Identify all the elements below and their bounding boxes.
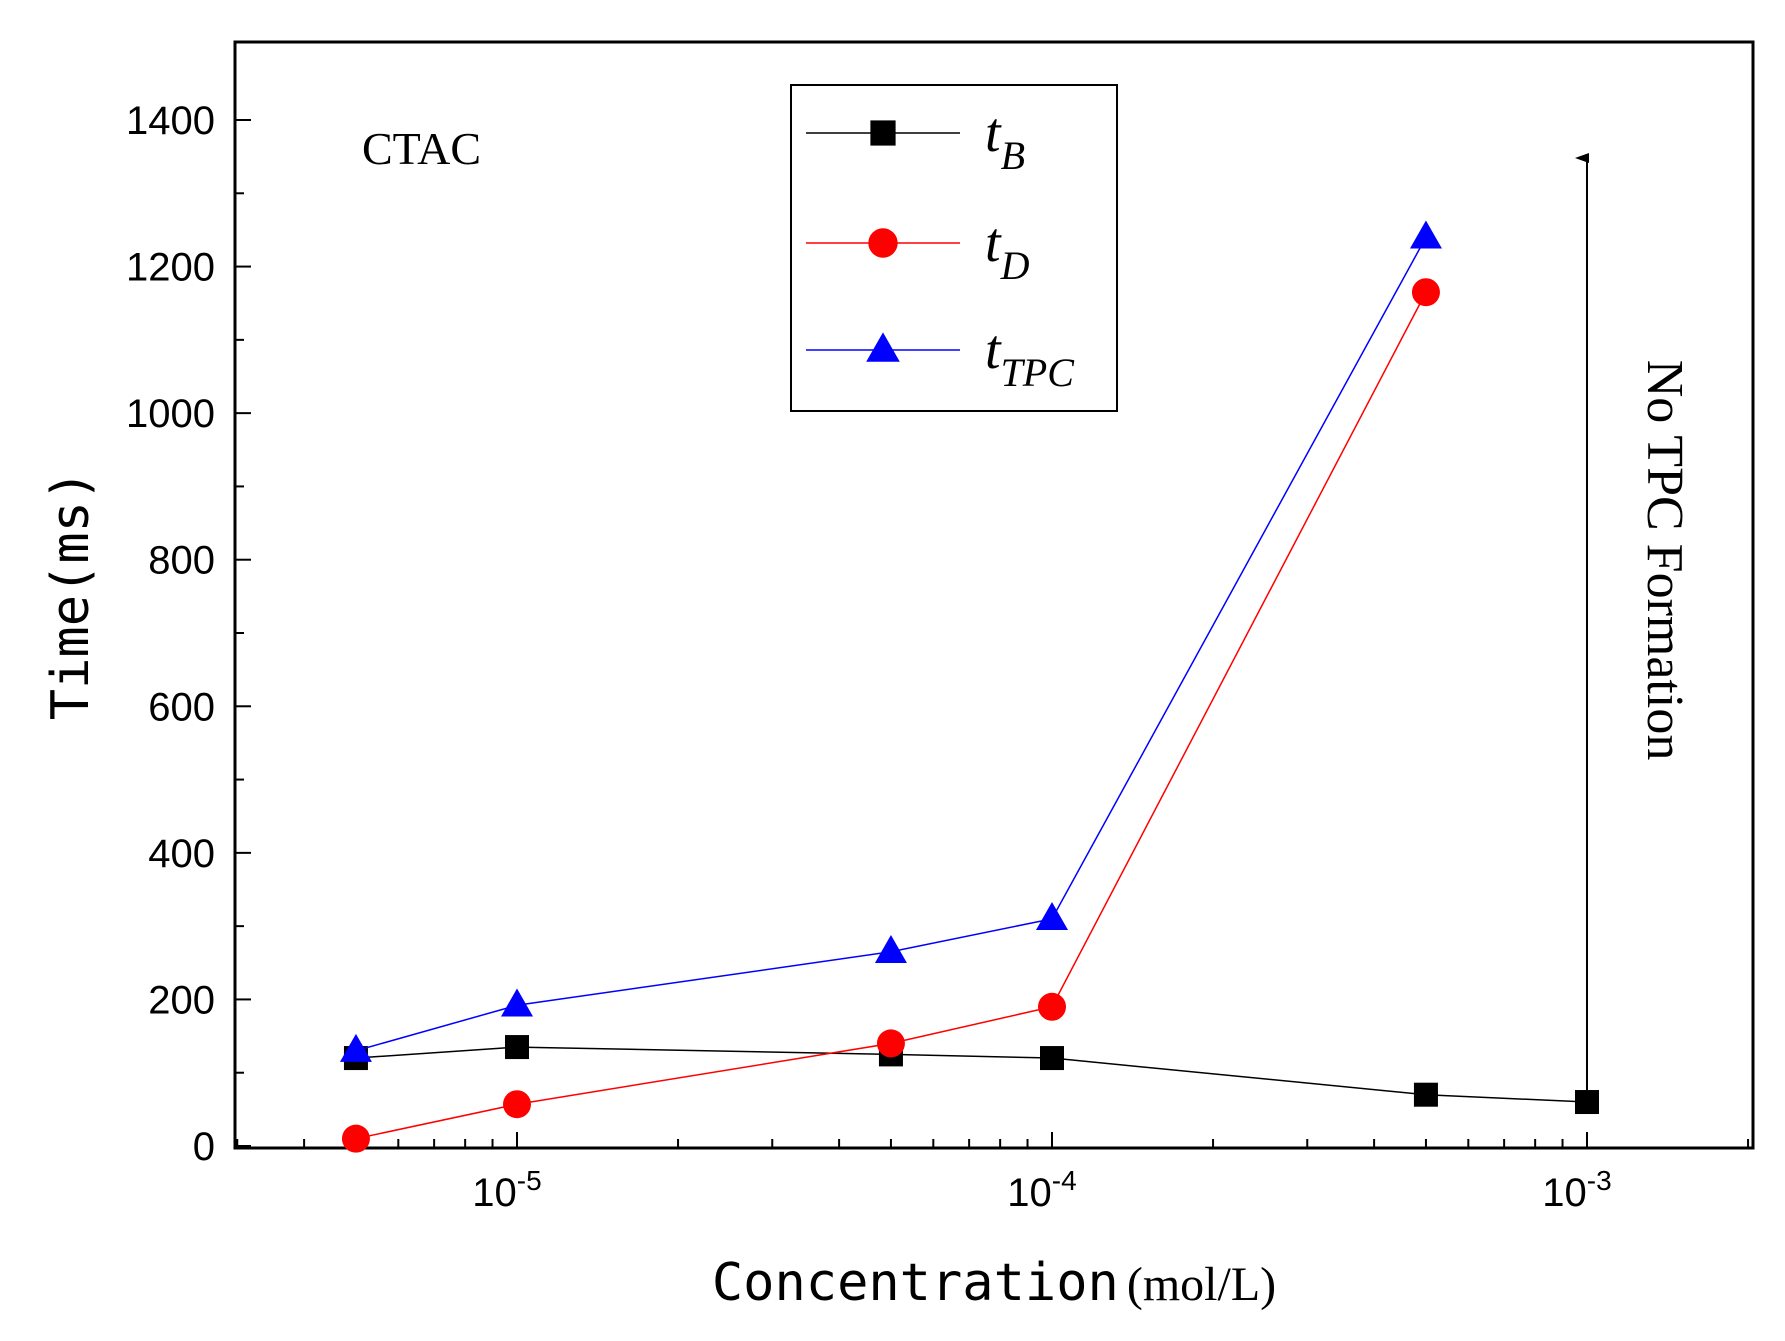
y-axis-label: Time(ms) [41, 470, 101, 720]
y-tick-label: 600 [148, 685, 215, 729]
series-line-tB [355, 1046, 1588, 1103]
x-axis-label-main: Concentration [712, 1253, 1119, 1313]
y-tick-label: 400 [148, 832, 215, 876]
y-tick-label: 0 [193, 1125, 215, 1169]
x-tick-label: 10-3 [1542, 1165, 1611, 1215]
x-tick-label: 10-4 [1007, 1165, 1076, 1215]
legend-box [790, 84, 1118, 412]
legend-label-main: t [985, 319, 1002, 381]
y-tick-label: 1200 [126, 246, 215, 290]
legend-label-subscript: TPC [1001, 350, 1076, 395]
data-point-tTPC [874, 934, 907, 963]
series-layer [339, 220, 1599, 1153]
legend-label-main: t [985, 212, 1002, 274]
legend-marker-tB [870, 120, 896, 146]
data-point-tTPC [1036, 902, 1068, 931]
plot-frame [233, 40, 1755, 1150]
data-point-tB [1575, 1090, 1599, 1115]
data-point-tD [503, 1090, 531, 1119]
data-point-tTPC [501, 988, 533, 1017]
sample-label: CTAC [362, 123, 481, 174]
legend-label-tB: tB [985, 102, 1025, 178]
data-point-tTPC [339, 1033, 372, 1062]
y-tick-label: 800 [148, 539, 215, 583]
x-tick-label-base: 10 [472, 1171, 517, 1215]
data-point-tB [505, 1035, 529, 1060]
y-tick-label: 1400 [126, 99, 215, 143]
x-axis-ticks: 10-5 10-4 10-3 [236, 1132, 1750, 1215]
x-tick-label: 10-5 [472, 1165, 541, 1215]
data-point-tB [1040, 1046, 1064, 1071]
data-point-tTPC [1409, 220, 1442, 249]
legend-label-subscript: B [1001, 133, 1025, 178]
x-tick-label-exponent: -3 [1587, 1165, 1612, 1196]
data-point-tD [876, 1029, 905, 1058]
y-tick-label: 1000 [126, 392, 215, 436]
y-axis-ticks: 0 200 400 600 800 1000 1200 1400 [126, 99, 251, 1169]
data-point-tD [341, 1124, 370, 1153]
legend-label-tD: tD [985, 212, 1030, 288]
x-tick-label-base: 10 [1007, 1171, 1052, 1215]
data-point-tB [1413, 1082, 1438, 1107]
data-point-tD [1038, 992, 1066, 1021]
x-axis-label: Concentration (mol/L) [712, 1253, 1276, 1313]
legend-marker-tD [868, 228, 898, 258]
legend-label-main: t [985, 102, 1002, 164]
legend-label-tTPC: tTPC [985, 319, 1075, 395]
x-axis-label-unit: (mol/L) [1127, 1258, 1276, 1311]
x-tick-label-exponent: -4 [1052, 1165, 1077, 1196]
y-tick-label: 200 [148, 978, 215, 1022]
data-point-tD [1411, 278, 1440, 307]
x-tick-label-base: 10 [1542, 1171, 1587, 1215]
legend-label-subscript: D [1000, 243, 1030, 288]
x-tick-label-exponent: -5 [517, 1165, 542, 1196]
no-tpc-annotation: No TPC Formation [1636, 360, 1693, 761]
legend-marker-tTPC [866, 332, 900, 362]
